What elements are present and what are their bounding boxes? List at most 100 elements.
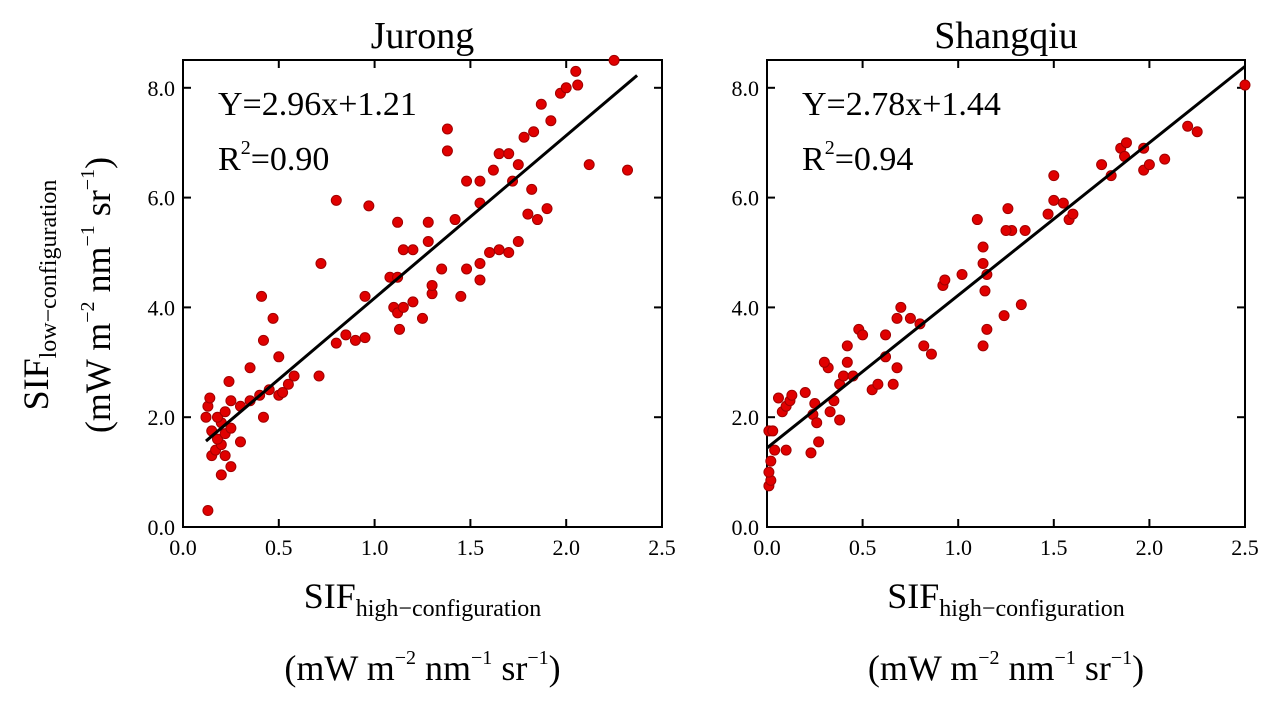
data-point bbox=[407, 244, 419, 256]
data-point bbox=[219, 406, 231, 418]
data-point bbox=[956, 268, 968, 280]
data-point bbox=[841, 340, 853, 352]
data-point bbox=[340, 329, 352, 341]
x-tick-label: 2.5 bbox=[1231, 535, 1259, 560]
x-tick-label: 1.5 bbox=[457, 535, 485, 560]
data-point bbox=[474, 257, 486, 269]
data-point bbox=[330, 194, 342, 206]
data-point bbox=[1159, 153, 1171, 165]
data-point bbox=[211, 411, 223, 423]
data-point bbox=[363, 200, 375, 212]
data-point bbox=[786, 389, 798, 401]
y-tick-label: 6.0 bbox=[732, 186, 760, 211]
data-point bbox=[841, 356, 853, 368]
data-point bbox=[219, 450, 231, 462]
x-tick-label: 0.5 bbox=[265, 535, 293, 560]
data-point bbox=[422, 216, 434, 228]
data-point bbox=[799, 386, 811, 398]
data-point bbox=[1048, 170, 1060, 182]
x-tick-label: 0.5 bbox=[849, 535, 877, 560]
data-point bbox=[330, 337, 342, 349]
data-point bbox=[1182, 120, 1194, 132]
data-point bbox=[1042, 208, 1054, 220]
plot-frame bbox=[766, 59, 1246, 528]
data-point bbox=[1048, 194, 1060, 206]
data-point bbox=[257, 411, 269, 423]
chart-title: Shangqiu bbox=[934, 15, 1078, 57]
data-point bbox=[811, 417, 823, 429]
x-tick-label: 1.0 bbox=[944, 535, 972, 560]
data-point bbox=[522, 208, 534, 220]
data-point bbox=[436, 263, 448, 275]
data-point bbox=[780, 444, 792, 456]
x-axis-label: SIFhigh−configuration bbox=[887, 576, 1125, 622]
data-point bbox=[359, 332, 371, 344]
data-point bbox=[1239, 79, 1251, 91]
data-point bbox=[417, 312, 428, 324]
data-point bbox=[805, 447, 817, 459]
data-point bbox=[455, 290, 467, 302]
svg-text:SIFlow−configuration: SIFlow−configuration bbox=[16, 180, 62, 411]
y-tick-label: 0.0 bbox=[148, 515, 176, 540]
data-point bbox=[1191, 126, 1203, 138]
data-point bbox=[767, 425, 779, 437]
data-point bbox=[474, 274, 486, 286]
data-point bbox=[857, 329, 869, 341]
r-squared: R2=0.90 bbox=[218, 137, 329, 178]
data-point bbox=[518, 131, 530, 143]
svg-text:(mW m−2 nm−1 sr−1): (mW m−2 nm−1 sr−1) bbox=[77, 157, 118, 433]
data-point bbox=[211, 433, 223, 445]
data-point bbox=[441, 145, 453, 157]
data-point bbox=[474, 175, 486, 187]
y-tick-label: 0.0 bbox=[732, 515, 760, 540]
data-point bbox=[257, 334, 269, 346]
data-point bbox=[282, 378, 294, 390]
data-point bbox=[763, 466, 775, 478]
x-tick-label: 2.5 bbox=[648, 535, 676, 560]
data-point bbox=[979, 285, 991, 297]
y-tick-label: 4.0 bbox=[732, 295, 760, 320]
data-point bbox=[202, 505, 214, 517]
data-point bbox=[1057, 197, 1069, 209]
data-point bbox=[813, 436, 825, 448]
panel-jurong: Jurong 0.0 0.5 1.0 1.5 2.0 2.5 0.0 2.0 4.0 6.0 8.0 Y… bbox=[148, 15, 676, 688]
data-point bbox=[528, 126, 540, 138]
data-point bbox=[426, 279, 438, 291]
data-point bbox=[512, 159, 524, 171]
data-point bbox=[392, 216, 404, 228]
x-tick-label: 0.0 bbox=[169, 535, 197, 560]
panel-shangqiu: Shangqiu 0.0 0.5 1.0 1.5 2.0 2.5 0.0 2.0 4.0 6.0 8.… bbox=[732, 15, 1259, 688]
data-point bbox=[349, 334, 361, 346]
data-point bbox=[225, 422, 237, 434]
data-point bbox=[880, 329, 892, 341]
data-point bbox=[394, 323, 406, 335]
x-tick-label: 1.5 bbox=[1040, 535, 1068, 560]
data-point bbox=[397, 301, 409, 313]
data-point bbox=[977, 241, 989, 253]
data-point bbox=[397, 244, 409, 256]
data-point bbox=[244, 362, 256, 374]
data-point bbox=[570, 65, 582, 77]
data-point bbox=[234, 436, 246, 448]
data-point bbox=[512, 236, 524, 248]
chart-title: Jurong bbox=[371, 15, 474, 57]
data-point bbox=[531, 214, 543, 226]
data-point bbox=[503, 247, 515, 258]
data-point bbox=[1015, 299, 1027, 311]
data-point bbox=[215, 469, 227, 481]
data-point bbox=[359, 290, 371, 302]
data-point bbox=[407, 296, 419, 308]
data-point bbox=[977, 257, 989, 269]
data-point bbox=[998, 310, 1010, 322]
data-point bbox=[887, 378, 899, 390]
data-point bbox=[1019, 225, 1031, 237]
data-point bbox=[904, 312, 916, 324]
data-point bbox=[225, 461, 237, 473]
data-point bbox=[493, 244, 505, 256]
data-point bbox=[441, 123, 453, 135]
data-point bbox=[1067, 208, 1079, 220]
data-point bbox=[925, 348, 937, 360]
data-point bbox=[288, 370, 300, 382]
data-point bbox=[535, 98, 547, 110]
data-point bbox=[895, 301, 907, 313]
